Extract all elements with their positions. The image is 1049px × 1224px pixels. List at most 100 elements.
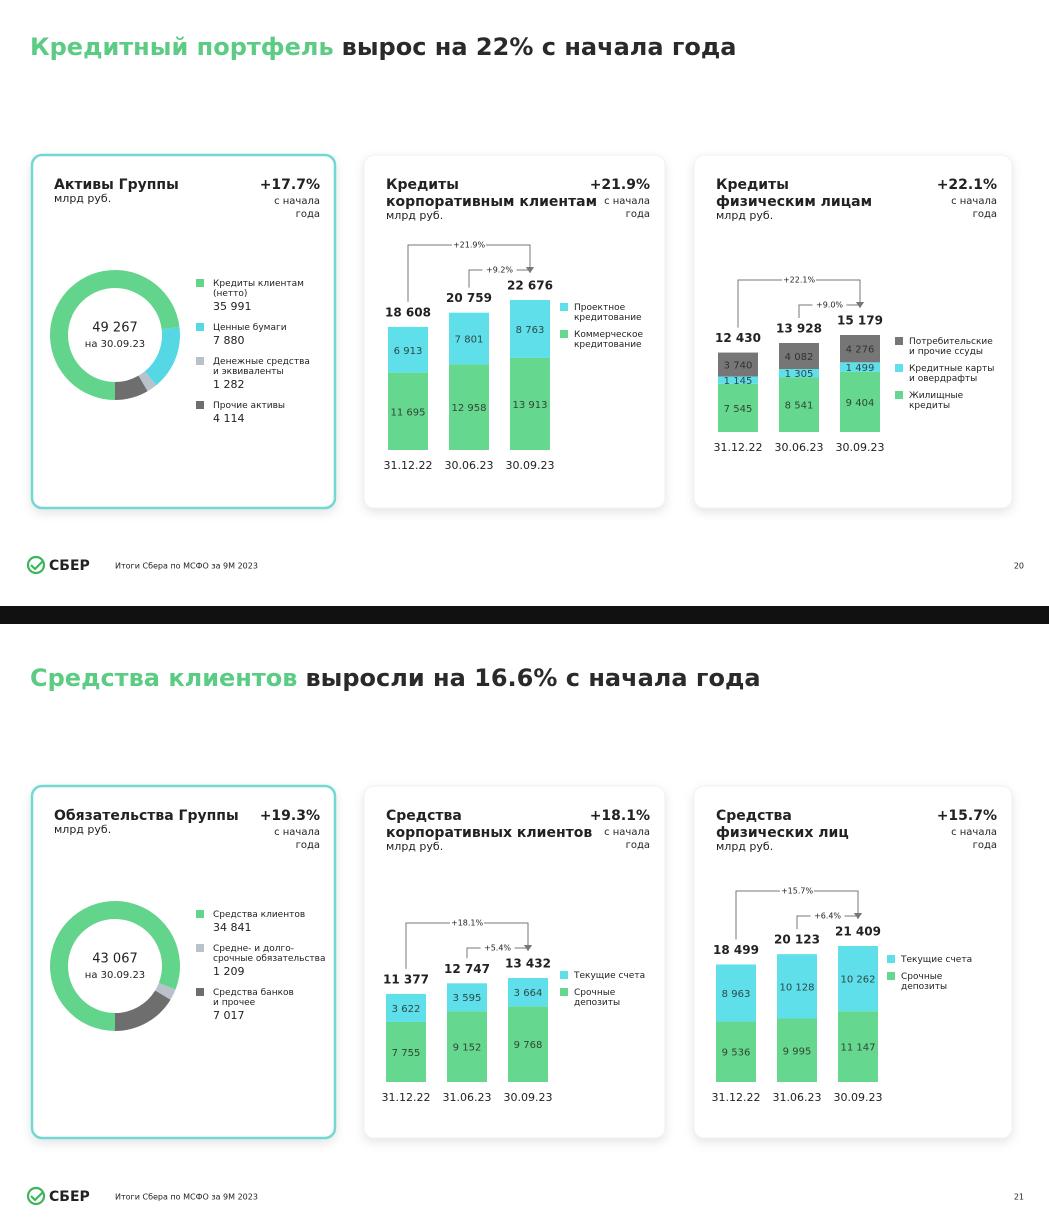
- legend-label-line: Кредиты клиентам: [213, 279, 304, 289]
- bar-segment: [716, 1021, 756, 1082]
- legend-label-line: Кредитные карты: [909, 364, 994, 374]
- legend-swatch: [887, 972, 895, 980]
- bar-segment: [508, 1006, 548, 1082]
- legend-label-line: Средства банков: [213, 988, 294, 998]
- segment-label: 3 595: [453, 993, 482, 1004]
- legend-label-line: Срочные: [574, 988, 616, 998]
- legend-label-line: кредиты: [909, 401, 950, 411]
- legend-swatch: [196, 357, 204, 365]
- legend-label-line: Текущие счета: [573, 971, 645, 981]
- segment-label: 9 768: [514, 1040, 543, 1051]
- segment-label: 4 276: [846, 345, 875, 356]
- legend-label-line: Коммерческое: [574, 330, 643, 340]
- x-tick-label: 31.12.22: [712, 1091, 761, 1104]
- card-change-note: с начала года: [951, 827, 997, 851]
- growth-annotation: +9.0%: [816, 301, 843, 310]
- donut-segment: [138, 371, 157, 392]
- legend-label-line: кредитование: [574, 340, 642, 350]
- legend-label-line: депозиты: [574, 998, 620, 1008]
- legend-label-line: Проектное: [574, 303, 626, 313]
- logo-check: [30, 560, 44, 571]
- footer-text: Итоги Сбера по МСФО за 9М 2023: [115, 1193, 258, 1202]
- slide-separator: [0, 606, 1049, 624]
- bar-segment: [510, 357, 550, 450]
- bar-segment: [840, 335, 880, 363]
- growth-annotation: +15.7%: [781, 887, 814, 896]
- segment-label: 7 801: [455, 334, 484, 345]
- legend-swatch: [887, 955, 895, 963]
- segment-label: 9 536: [722, 1048, 751, 1059]
- legend-label-line: и овердрафты: [909, 374, 977, 384]
- legend-label: Потребительские и прочие ссуды: [909, 337, 993, 357]
- legend-swatch: [560, 330, 568, 338]
- bar-segment: [447, 983, 487, 1012]
- bar-segment: [508, 978, 548, 1007]
- legend-label-line: и прочие ссуды: [909, 347, 983, 357]
- legend-label-line: Ценные бумаги: [213, 323, 287, 333]
- bar-segment: [510, 300, 550, 358]
- legend-swatch: [196, 988, 204, 996]
- bar-total: 13 928: [776, 321, 822, 335]
- x-tick-label: 31.06.23: [773, 1091, 822, 1104]
- legend-label-line: Средства клиентов: [213, 910, 305, 920]
- card-change-note-line: года: [626, 209, 650, 220]
- bar-segment: [840, 371, 880, 432]
- growth-annotation: +22.1%: [783, 276, 816, 285]
- legend-label-line: (нетто): [213, 289, 247, 299]
- legend-swatch: [560, 971, 568, 979]
- page-number: 20: [1014, 562, 1024, 571]
- card-title: Кредиты физическим лицам: [716, 177, 872, 210]
- logo-text: СБЕР: [49, 1189, 90, 1205]
- page-number: 21: [1014, 1193, 1024, 1202]
- legend-value: 35 991: [213, 300, 252, 313]
- card-change-note-line: года: [973, 840, 997, 851]
- segment-label: 8 541: [785, 401, 814, 412]
- annotation-bg: [812, 299, 847, 311]
- bar-segment: [777, 1018, 817, 1082]
- legend-label: Прочие активы: [213, 401, 285, 411]
- legend-label: Жилищные кредиты: [909, 391, 964, 411]
- card-unit: млрд руб.: [386, 840, 443, 853]
- bar-total: 22 676: [507, 279, 553, 293]
- legend-swatch: [895, 337, 903, 345]
- slide-title: Средства клиентов выросли на 16.6% с нача…: [30, 664, 761, 692]
- growth-annotation: +9.2%: [486, 266, 513, 275]
- bar-segment: [718, 383, 758, 432]
- segment-label: 9 404: [846, 398, 875, 409]
- donut-segment: [115, 990, 171, 1031]
- card-title-line: Кредиты: [386, 177, 459, 193]
- segment-label: 6 913: [394, 346, 423, 357]
- legend-swatch: [196, 910, 204, 918]
- legend-label: Коммерческое кредитование: [574, 330, 643, 350]
- card-change: +21.9%: [590, 177, 650, 193]
- segment-label: 1 305: [785, 369, 814, 380]
- segment-label: 13 913: [513, 400, 548, 411]
- legend-swatch: [895, 364, 903, 372]
- card-change-note: с начала года: [951, 196, 997, 220]
- legend-label-line: Потребительские: [909, 337, 993, 347]
- card-change: +17.7%: [260, 177, 320, 193]
- card-title-line: корпоративным клиентам: [386, 194, 597, 210]
- legend-label-line: Текущие счета: [900, 955, 972, 965]
- bar-segment: [388, 372, 428, 450]
- annotation-bg: [810, 910, 845, 922]
- bar-total: 18 608: [385, 305, 431, 319]
- bar-segment: [840, 362, 880, 372]
- card-change-note: с начала года: [274, 827, 320, 851]
- donut-segment: [115, 375, 148, 400]
- donut-total: 49 267: [92, 321, 138, 336]
- bar-segment: [779, 342, 819, 370]
- title-rest: вырос на 22% с начала года: [342, 33, 737, 61]
- legend-swatch: [560, 303, 568, 311]
- card: [693, 154, 1013, 509]
- card: [30, 784, 337, 1140]
- card-title-line: физическим лицам: [716, 194, 872, 210]
- bar-segment: [386, 993, 426, 1022]
- logo-check: [30, 1191, 44, 1202]
- x-tick-label: 30.09.23: [504, 1091, 553, 1104]
- logo-text: СБЕР: [49, 558, 90, 574]
- card-change-note-line: года: [973, 209, 997, 220]
- legend-label: Денежные средства и эквиваленты: [213, 357, 310, 377]
- bar-total: 20 759: [446, 291, 492, 305]
- bar-total: 12 430: [715, 331, 761, 345]
